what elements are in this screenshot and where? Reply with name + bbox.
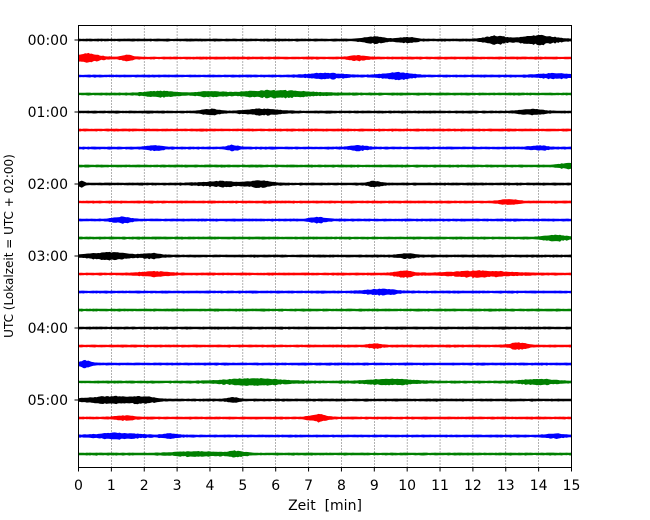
- trace-0015: [78, 52, 572, 63]
- x-tick-label: 11: [431, 478, 449, 494]
- trace-0030: [78, 71, 572, 81]
- trace-0245: [78, 234, 572, 242]
- x-tick-label: 0: [74, 478, 83, 494]
- y-tick-label: 04:00: [28, 321, 68, 337]
- trace-0130: [78, 144, 572, 152]
- x-tick-label: 6: [271, 478, 280, 494]
- x-tick-label: 5: [238, 478, 247, 494]
- x-tick-label: 13: [497, 478, 515, 494]
- trace-0400: [78, 326, 572, 330]
- trace-0415: [78, 342, 572, 350]
- trace-0530: [78, 432, 572, 440]
- trace-0145: [78, 162, 572, 170]
- trace-0445: [78, 378, 572, 386]
- trace-0500: [78, 395, 572, 405]
- x-tick-label: 8: [337, 478, 346, 494]
- trace-0515: [78, 413, 572, 423]
- x-tick-label: 9: [370, 478, 379, 494]
- y-tick-label: 03:00: [28, 249, 68, 265]
- x-tick-label: 12: [464, 478, 482, 494]
- y-tick-label: 00:00: [28, 33, 68, 49]
- y-tick-label: 05:00: [28, 393, 68, 409]
- x-tick-label: 7: [304, 478, 313, 494]
- x-axis-label: Zeit [min]: [288, 498, 362, 514]
- trace-group: [78, 34, 572, 458]
- y-tick-label: 01:00: [28, 105, 68, 121]
- trace-0315: [78, 270, 572, 279]
- x-tick-label: 1: [107, 478, 116, 494]
- x-tick-label: 10: [398, 478, 416, 494]
- trace-0215: [78, 199, 572, 205]
- x-axis: 0 1 2 3 4 5 6 7 8 9 10 11 12 13 14 15: [74, 467, 581, 494]
- y-tick-label: 02:00: [28, 177, 68, 193]
- x-tick-label: 2: [140, 478, 149, 494]
- y-axis-label: UTC (Lokalzeit = UTC + 02:00): [2, 154, 16, 338]
- trace-0230: [78, 216, 572, 224]
- trace-0430: [78, 359, 572, 369]
- trace-0100: [78, 108, 572, 116]
- trace-0345: [78, 308, 572, 312]
- plot-frame: [78, 25, 572, 468]
- x-tick-label: 15: [563, 478, 581, 494]
- trace-0330: [78, 288, 572, 296]
- x-tick-label: 14: [530, 478, 548, 494]
- x-tick-label: 3: [173, 478, 182, 494]
- trace-0115: [78, 128, 572, 132]
- y-axis: 00:00 01:00 02:00 03:00 04:00 05:00: [28, 33, 79, 409]
- trace-0300: [78, 251, 572, 261]
- trace-0000: [78, 34, 572, 46]
- x-tick-label: 4: [206, 478, 215, 494]
- trace-0545: [78, 450, 572, 458]
- trace-0200: [78, 180, 572, 188]
- trace-0045: [78, 89, 572, 99]
